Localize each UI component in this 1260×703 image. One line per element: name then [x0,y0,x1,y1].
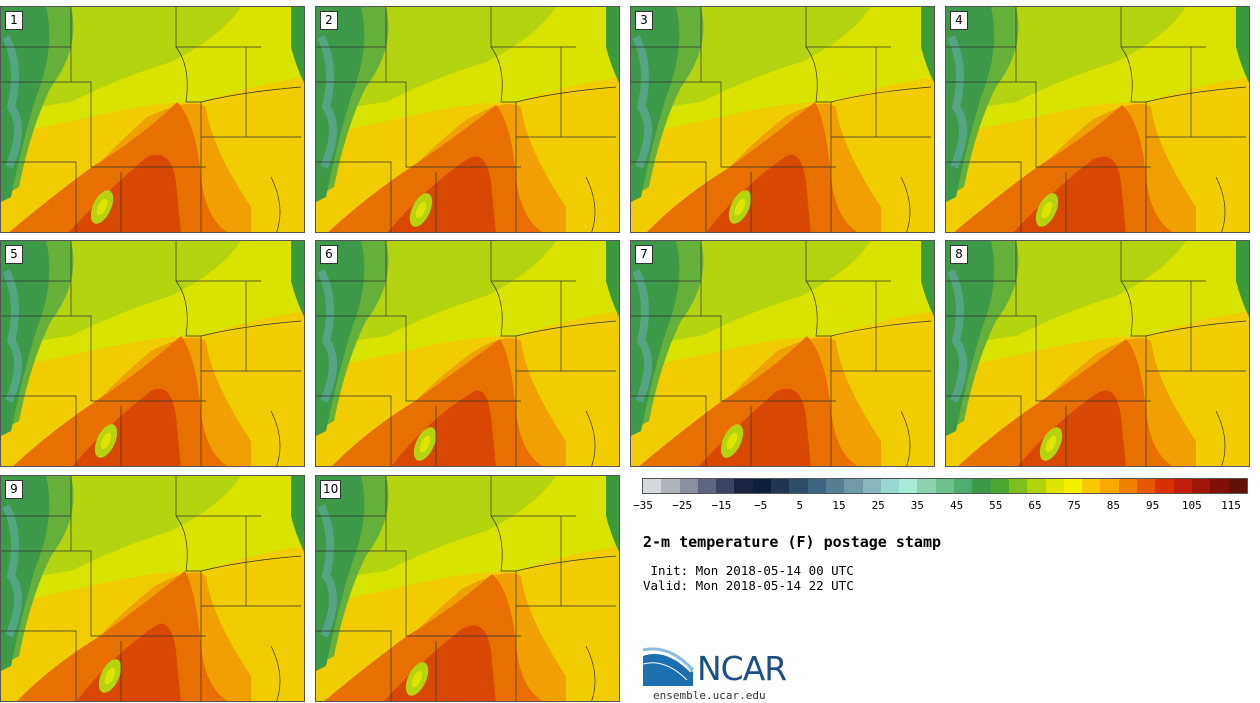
panel-number: 4 [950,11,968,30]
panel-number: 6 [320,245,338,264]
colorbar-tick-label: −25 [672,499,693,512]
colorbar-swatch [1082,479,1101,493]
colorbar-tick-label: 85 [1106,499,1121,512]
colorbar-swatch [1100,479,1119,493]
colorbar-tick-label: 75 [1067,499,1081,512]
temperature-colorbar [642,478,1248,494]
colorbar-swatch [1008,479,1028,493]
colorbar-tick-label: 115 [1221,499,1241,512]
colorbar-tick-label: −35 [633,499,653,512]
postage-stamp-panel: 10 [315,475,620,702]
colorbar-swatch [935,479,955,493]
colorbar-swatch [954,479,973,493]
colorbar-swatch [1137,479,1156,493]
colorbar-swatch [844,479,863,493]
ncar-url: ensemble.ucar.edu [653,689,766,702]
colorbar-swatch [1191,479,1211,493]
postage-stamp-panel: 5 [0,240,305,467]
colorbar-swatch [1155,479,1174,493]
colorbar-swatch [1045,479,1064,493]
postage-stamp-panel: 7 [630,240,935,467]
colorbar-tick-label: 95 [1145,499,1160,512]
colorbar-swatch [1027,479,1046,493]
figure-title: 2-m temperature (F) postage stamp [643,533,942,551]
colorbar-tick-label: −15 [711,499,732,512]
panel-number: 2 [320,11,338,30]
panel-number: 9 [5,480,23,499]
colorbar-swatch [771,479,790,493]
colorbar-swatch [1173,479,1192,493]
colorbar-swatch [752,479,772,493]
colorbar-swatch [1118,479,1138,493]
panel-number: 10 [320,480,342,499]
colorbar-swatch [807,479,826,493]
postage-stamp-panel: 2 [315,6,620,233]
colorbar-swatch [697,479,717,493]
colorbar-swatch [862,479,881,493]
panel-number: 1 [5,11,23,30]
colorbar-swatch [734,479,753,493]
panel-number: 7 [635,245,653,264]
colorbar-swatch [1063,479,1083,493]
colorbar-swatch [880,479,900,493]
colorbar-swatch [716,479,735,493]
ncar-logo-icon [643,647,695,686]
colorbar-tick-label: 5 [796,499,804,512]
colorbar-tick-label: 15 [832,499,846,512]
colorbar-swatch [643,479,662,493]
colorbar-swatch [679,479,698,493]
panel-number: 3 [635,11,653,30]
colorbar-swatch [1210,479,1229,493]
colorbar-swatch [1228,479,1247,493]
colorbar-swatch [917,479,936,493]
postage-stamp-panel: 9 [0,475,305,702]
colorbar-tick-label: 45 [949,499,964,512]
valid-time: Valid: Mon 2018-05-14 22 UTC [643,578,854,593]
postage-stamp-panel: 4 [945,6,1250,233]
colorbar-tick-label: 25 [871,499,885,512]
colorbar-tick-label: 65 [1028,499,1042,512]
colorbar-swatch [899,479,918,493]
panel-number: 5 [5,245,23,264]
postage-stamp-panel: 8 [945,240,1250,467]
colorbar-swatch [972,479,991,493]
postage-stamp-panel: 6 [315,240,620,467]
postage-stamp-panel: 3 [630,6,935,233]
colorbar-swatch [789,479,808,493]
colorbar-swatch [661,479,680,493]
ncar-logo-text: NCAR [697,649,787,688]
colorbar-tick-label: 55 [989,499,1003,512]
colorbar-tick-label: 35 [910,499,925,512]
colorbar-tick-label: −5 [753,499,768,512]
colorbar-swatch [825,479,845,493]
init-time: Init: Mon 2018-05-14 00 UTC [643,563,854,578]
postage-stamp-panel: 1 [0,6,305,233]
colorbar-tick-labels: −35 −25 −15 −5 5 15 25 35 45 55 65 75 85 95 105 115 [627,499,1260,513]
panel-number: 8 [950,245,968,264]
colorbar-swatch [990,479,1009,493]
colorbar-tick-label: 105 [1181,499,1202,512]
